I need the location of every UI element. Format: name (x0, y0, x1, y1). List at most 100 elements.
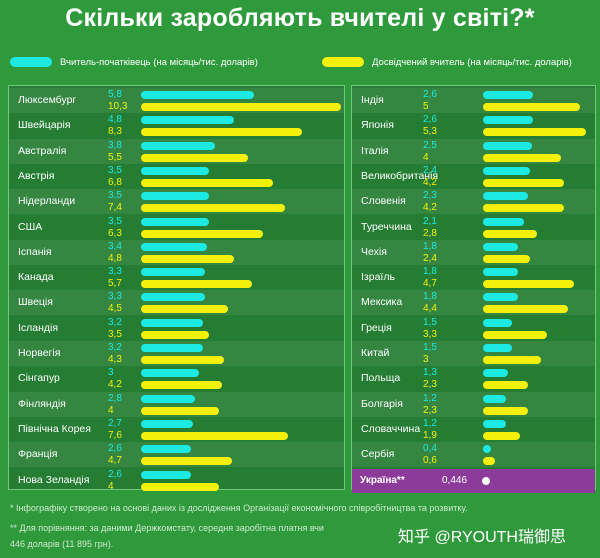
legend-experienced-label: Досвідчений вчитель (на місяць/тис. дола… (372, 57, 572, 68)
data-row: Швеція 3,3 4,5 (9, 290, 344, 316)
experienced-bar (483, 103, 580, 111)
experienced-bar (483, 381, 528, 390)
legend-experienced: Досвідчений вчитель (на місяць/тис. дола… (322, 57, 572, 68)
data-row: Австрія 3,5 6,8 (9, 164, 344, 189)
novice-bar (483, 268, 518, 277)
novice-value-label: 3,5 (108, 190, 122, 202)
novice-value-label: 2,4 (423, 164, 437, 176)
novice-bar (483, 318, 513, 327)
novice-bar (483, 217, 524, 226)
country-label: Канада (18, 271, 54, 284)
data-row: Індія 2,6 5 (352, 88, 595, 113)
novice-value-label: 3,2 (108, 316, 122, 328)
ukraine-label: Україна** (360, 474, 405, 486)
novice-value-label: 3 (108, 367, 114, 379)
experienced-bar (141, 229, 264, 238)
country-label: Словенія (361, 195, 406, 208)
novice-value-label: 3,5 (108, 164, 122, 176)
country-label: Люксембург (18, 94, 77, 106)
country-label: Норвегія (18, 347, 61, 359)
experienced-bar (141, 305, 229, 314)
experienced-value-label: 6,8 (108, 176, 122, 188)
novice-bar (483, 394, 507, 403)
novice-bar (483, 445, 491, 454)
legend-novice-swatch (10, 57, 52, 68)
experienced-bar (141, 178, 273, 187)
novice-value-label: 5,8 (108, 89, 122, 100)
experienced-bar (483, 254, 530, 263)
data-row: Франція 2,6 4,7 (9, 442, 344, 468)
novice-bar (483, 116, 534, 125)
experienced-bar (141, 381, 223, 390)
novice-bar (141, 470, 192, 479)
data-row: Канада 3,3 5,7 (9, 265, 344, 290)
novice-value-label: 2,3 (423, 190, 437, 202)
data-row: Фінляндія 2,8 4 (9, 391, 344, 417)
experienced-bar (483, 406, 528, 415)
novice-value-label: 3,2 (108, 342, 122, 353)
novice-value-label: 1,2 (423, 392, 437, 404)
experienced-value-label: 4,7 (108, 455, 122, 467)
novice-bar (483, 369, 509, 378)
experienced-bar (141, 406, 219, 415)
legend-novice: Вчитель-початківець (на місяць/тис. дола… (10, 57, 258, 68)
novice-value-label: 2,6 (423, 89, 437, 100)
experienced-value-label: 2,3 (423, 404, 437, 416)
country-label: Нова Зеландія (18, 473, 90, 486)
novice-bar (141, 166, 209, 175)
data-row: Сінгапур 3 4,2 (9, 366, 344, 391)
experienced-bar (483, 128, 586, 137)
experienced-value-label: 10,3 (108, 101, 128, 112)
ukraine-value-label: 0,446 (442, 474, 468, 486)
data-row: Японія 2,6 5,3 (352, 113, 595, 138)
experienced-value-label: 8,3 (108, 126, 122, 138)
experienced-value-label: 5 (423, 101, 429, 112)
experienced-bar (141, 356, 225, 364)
country-label: Греція (361, 321, 392, 334)
data-row: Нова Зеландія 2,6 4 (9, 468, 344, 493)
country-label: Швеція (18, 296, 53, 309)
country-label: Індія (361, 94, 384, 106)
country-label: Сербія (361, 448, 395, 461)
novice-bar (141, 242, 207, 251)
data-row: Китай 1,5 3 (352, 341, 595, 366)
experienced-bar (141, 457, 233, 466)
country-label: Мексика (361, 296, 403, 309)
novice-bar (483, 141, 532, 150)
country-label: Туреччина (361, 220, 412, 233)
novice-bar (141, 293, 206, 302)
ukraine-dot (482, 476, 490, 485)
experienced-bar (483, 457, 495, 466)
country-label: Словаччина (361, 422, 421, 435)
experienced-value-label: 1,9 (423, 429, 437, 441)
country-label: Японія (361, 119, 394, 132)
ukraine-row: Україна** 0,446 (352, 468, 595, 493)
experienced-bar (141, 153, 248, 162)
data-row: Північна Корея 2,7 7,6 (9, 417, 344, 442)
experienced-bar (483, 280, 575, 289)
novice-value-label: 1,8 (423, 291, 437, 303)
novice-value-label: 1,5 (423, 342, 437, 353)
novice-value-label: 2,5 (423, 139, 437, 151)
experienced-value-label: 5,5 (108, 151, 122, 163)
country-label: Швейцарія (18, 119, 71, 132)
experienced-bar (141, 431, 289, 440)
novice-bar (141, 91, 254, 99)
data-row: Швейцарія 4,8 8,3 (9, 113, 344, 138)
experienced-bar (141, 280, 252, 289)
novice-bar (141, 394, 196, 403)
novice-bar (483, 242, 518, 251)
novice-bar (141, 116, 235, 125)
experienced-value-label: 5,7 (108, 278, 122, 290)
data-row: Ізраїль 1,8 4,7 (352, 265, 595, 290)
country-label: Франція (18, 448, 58, 461)
country-label: Ізраїль (361, 271, 395, 284)
experienced-value-label: 4,2 (423, 176, 437, 188)
novice-bar (483, 166, 530, 175)
country-label: Австралія (18, 144, 67, 157)
novice-bar (483, 344, 513, 352)
country-label: Чехія (361, 245, 387, 258)
experienced-bar (483, 305, 569, 314)
experienced-value-label: 5,3 (423, 126, 437, 138)
experienced-value-label: 4,5 (108, 303, 122, 315)
